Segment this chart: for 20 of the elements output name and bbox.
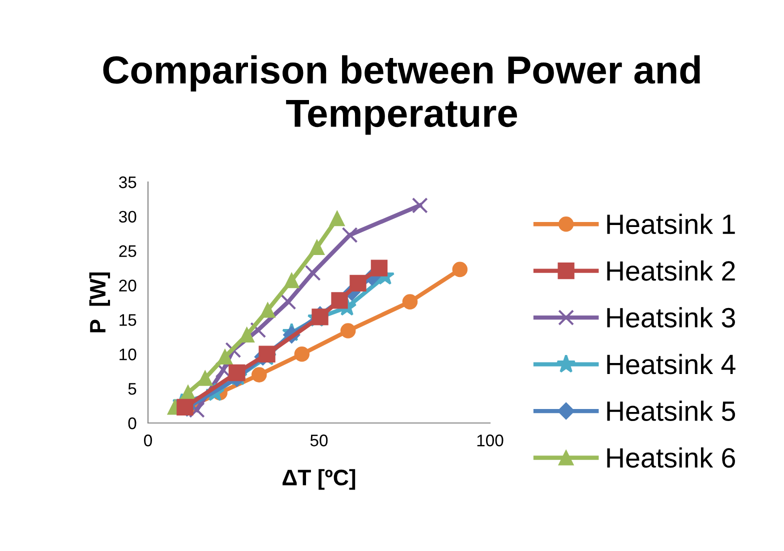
x-tick-label: 100 <box>477 434 504 446</box>
y-tick-label: 0 <box>128 417 136 430</box>
chart-title: Comparison between Power and Temperature <box>103 55 700 135</box>
x-axis-title: ΔT [ºC] <box>282 469 356 490</box>
legend-label: Heatsink 6 <box>607 447 735 468</box>
legend-label: Heatsink 5 <box>607 400 736 422</box>
y-axis-title: P [W] <box>89 272 110 332</box>
x-tick-label: 0 <box>144 434 152 446</box>
y-tick-label: 15 <box>120 314 136 326</box>
y-tick-label: 35 <box>118 176 136 188</box>
legend-label: Heatsink 1 <box>607 214 735 234</box>
legend-label: Heatsink 4 <box>607 354 736 374</box>
legend-label: Heatsink 3 <box>607 307 735 328</box>
y-tick-label: 30 <box>118 210 136 223</box>
y-tick-label: 20 <box>119 280 136 292</box>
y-tick-label: 5 <box>128 383 136 395</box>
x-tick-label: 50 <box>310 434 328 446</box>
legend-label: Heatsink 2 <box>607 260 735 281</box>
y-tick-label: 10 <box>120 348 136 360</box>
y-tick-label: 25 <box>119 245 136 258</box>
